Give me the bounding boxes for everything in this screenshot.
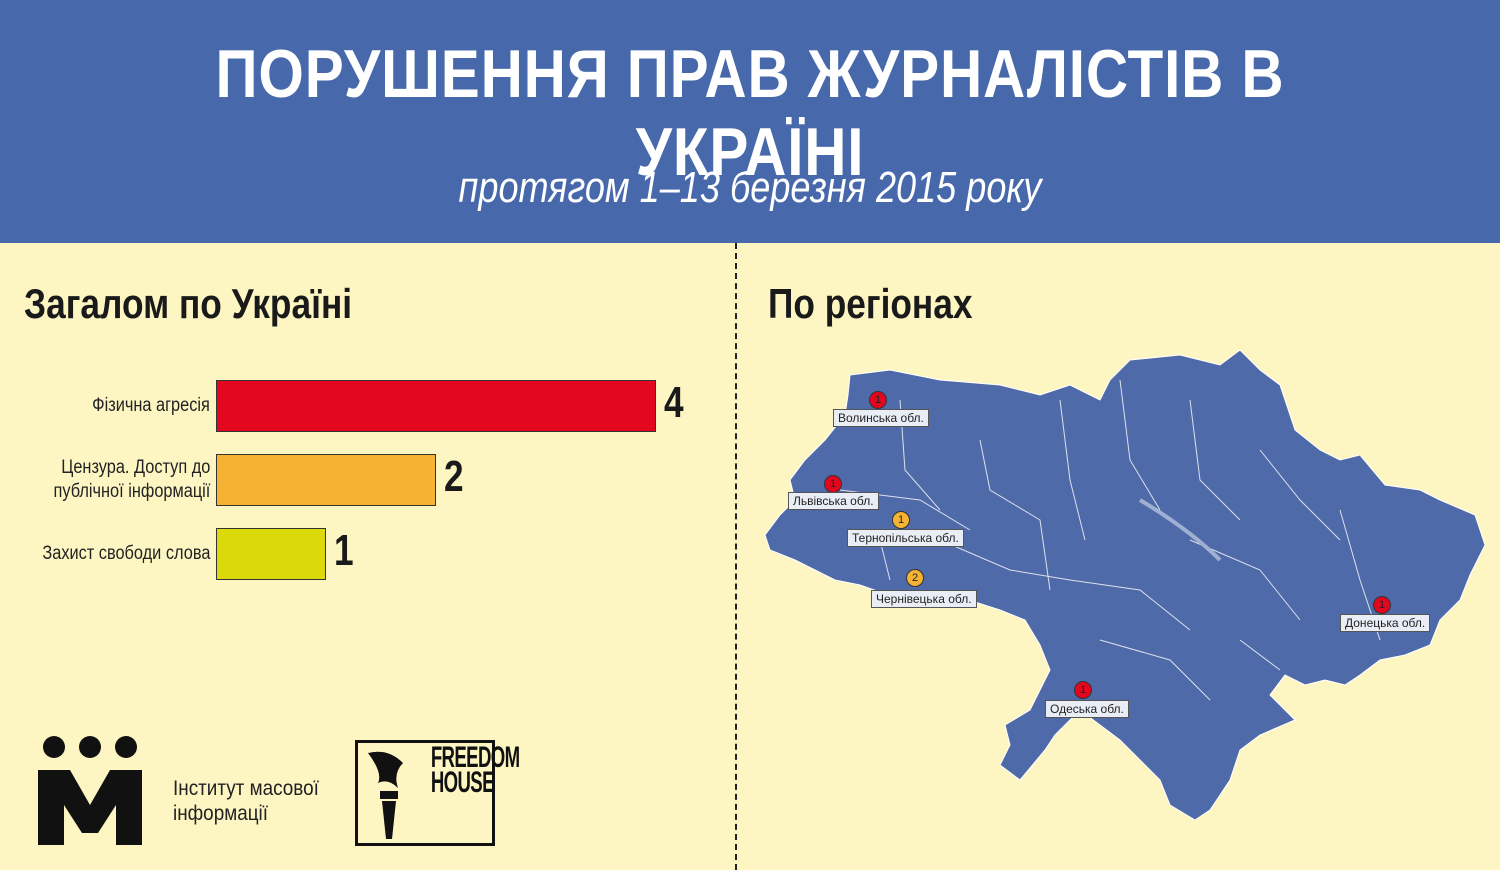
bar [216,454,436,506]
dnipro-river [1138,498,1222,562]
freedom-house-logo: FREEDOM HOUSE [355,740,520,846]
page-subtitle: протягом 1–13 березня 2015 року [458,163,1042,212]
region-marker: 1 [824,475,842,493]
imi-line-1: Інститут масової [173,777,319,800]
region-label: Одеська обл. [1045,700,1129,718]
region-marker: 1 [869,391,887,409]
bar [216,528,326,580]
section-divider [735,243,737,870]
overall-section-title: Загалом по Україні [24,280,353,327]
ukraine-outline [764,349,1486,821]
imi-line-2: інформації [173,802,268,825]
region-marker: 1 [892,511,910,529]
torch-icon [368,751,403,839]
region-marker: 1 [1074,681,1092,699]
imi-logo-text: Інститут масової інформації [173,776,319,826]
region-label: Волинська обл. [833,409,929,427]
bar-value-label: 4 [664,378,684,427]
region-label: Чернівецька обл. [871,590,977,608]
bar-label: Цензура. Доступ до публічної інформації [53,457,210,502]
bar-label: Фізична агресія [92,395,210,416]
imi-logo [38,736,142,845]
bar [216,380,656,432]
region-label: Львівська обл. [788,492,879,510]
region-label: Тернопільська обл. [847,529,964,547]
bar-value-label: 2 [444,452,464,501]
regions-section-title: По регіонах [768,280,973,327]
bar-value-label: 1 [334,526,354,575]
region-marker: 1 [1373,596,1391,614]
fh-line-2: HOUSE [430,766,495,799]
fh-line-1: FREEDOM [430,741,520,774]
region-marker: 2 [906,569,924,587]
page-title: ПОРУШЕННЯ ПРАВ ЖУРНАЛІСТІВ В УКРАЇНІ [215,36,1285,190]
region-label: Донецька обл. [1340,614,1431,632]
header-banner: ПОРУШЕННЯ ПРАВ ЖУРНАЛІСТІВ В УКРАЇНІ про… [0,0,1500,243]
freedom-house-text: FREEDOM HOUSE [430,741,520,799]
bar-label: Захист свободи слова [41,543,210,564]
